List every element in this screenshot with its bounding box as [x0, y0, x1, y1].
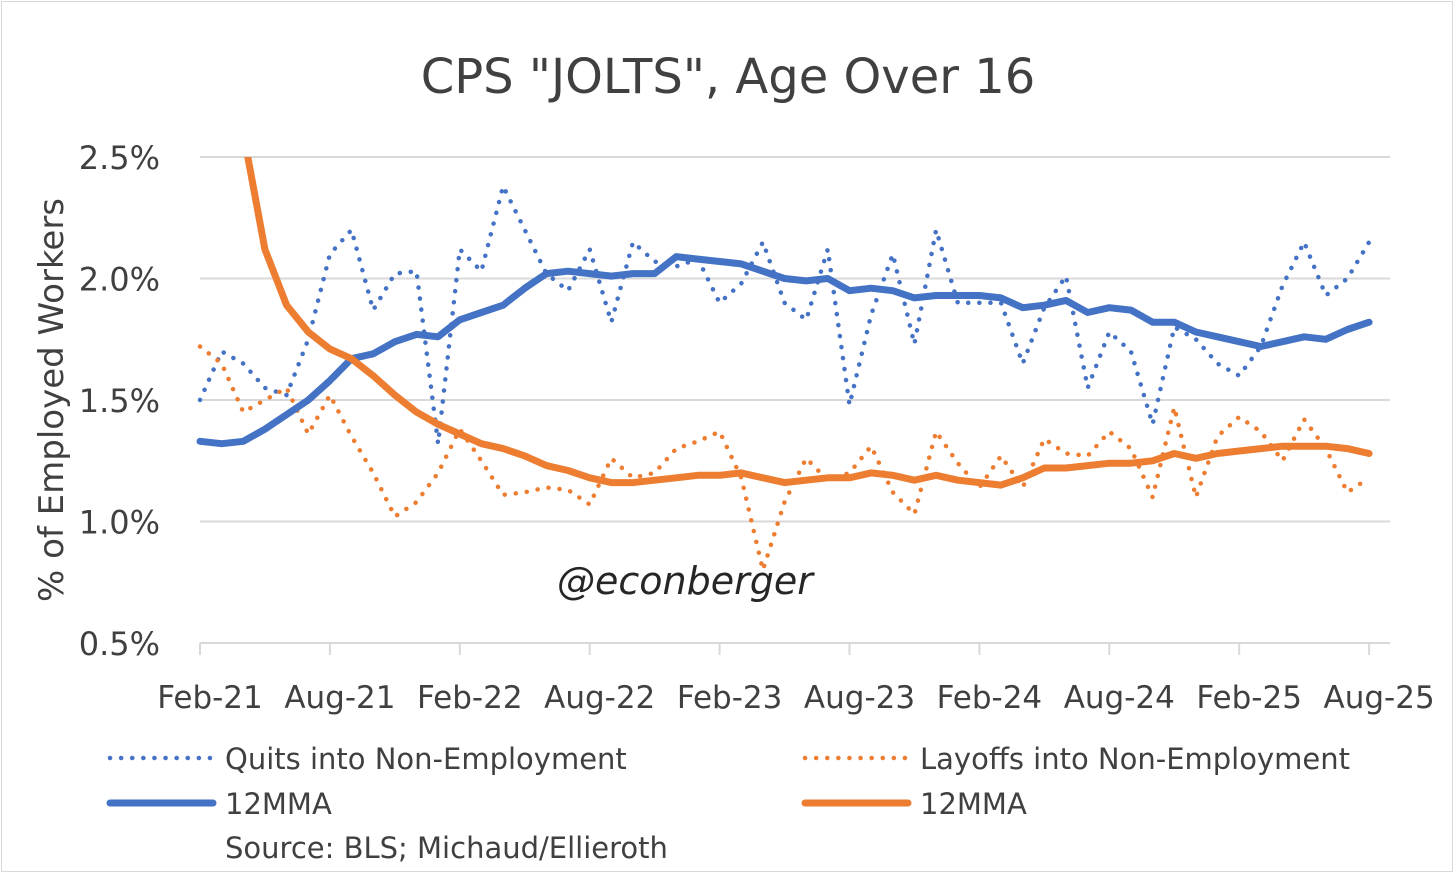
watermark-annotation: @econberger: [557, 559, 815, 603]
x-tick-label: Feb-22: [417, 680, 523, 716]
y-tick-label: 2.5%: [79, 139, 160, 177]
x-tick-label: Feb-25: [1196, 680, 1302, 716]
legend-label: 12MMA: [225, 787, 332, 821]
x-tick-label: Aug-23: [804, 680, 915, 716]
series-line-3: [196, 253, 1373, 448]
x-tick-label: Aug-25: [1324, 680, 1435, 716]
chart-title: CPS "JOLTS", Age Over 16: [421, 49, 1036, 105]
y-tick-label: 1.5%: [79, 382, 160, 420]
series-line-4: [244, 157, 1373, 489]
x-tick-label: Aug-22: [544, 680, 655, 716]
legend-label: Layoffs into Non-Employment: [920, 742, 1350, 776]
series-line-1: [197, 183, 1372, 446]
y-tick-label: 1.0%: [79, 504, 160, 542]
legend-label: Quits into Non-Employment: [225, 742, 627, 776]
legend-label: 12MMA: [920, 787, 1027, 821]
x-tick-label: Feb-21: [157, 680, 263, 716]
y-tick-label: 2.0%: [79, 261, 160, 299]
x-tick-label: Aug-21: [284, 680, 395, 716]
y-axis-label: % of Employed Workers: [32, 198, 72, 602]
x-tick-label: Aug-24: [1064, 680, 1175, 716]
x-tick-label: Feb-23: [677, 680, 783, 716]
series-line-2: [197, 344, 1372, 573]
source-note: Source: BLS; Michaud/Ellieroth: [225, 831, 668, 865]
x-tick-label: Feb-24: [937, 680, 1043, 716]
y-tick-label: 0.5%: [79, 625, 160, 663]
